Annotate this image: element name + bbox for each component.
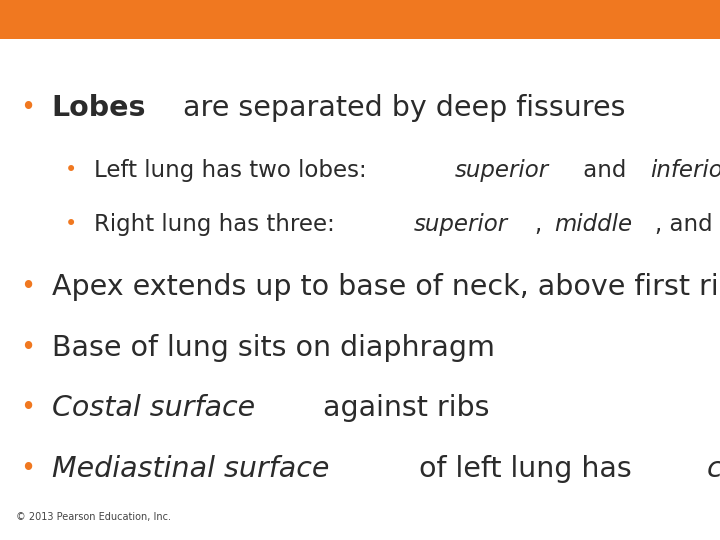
Text: © 2013 Pearson Education, Inc.: © 2013 Pearson Education, Inc. bbox=[16, 512, 171, 522]
Text: cardiac notch: cardiac notch bbox=[708, 455, 720, 483]
Text: •: • bbox=[64, 214, 77, 234]
Text: , and: , and bbox=[654, 213, 719, 235]
Text: •: • bbox=[64, 160, 77, 180]
Text: and: and bbox=[576, 159, 634, 181]
Text: inferior: inferior bbox=[651, 159, 720, 181]
Text: against ribs: against ribs bbox=[314, 394, 490, 422]
Text: Lobes: Lobes bbox=[52, 94, 146, 122]
Text: Base of lung sits on diaphragm: Base of lung sits on diaphragm bbox=[52, 334, 495, 362]
Text: •: • bbox=[19, 95, 35, 121]
Text: Mediastinal surface: Mediastinal surface bbox=[52, 455, 329, 483]
Text: The Lungs (15-3): The Lungs (15-3) bbox=[16, 11, 240, 37]
Text: •: • bbox=[19, 395, 35, 421]
Text: of left lung has: of left lung has bbox=[410, 455, 641, 483]
Text: •: • bbox=[19, 274, 35, 300]
Text: middle: middle bbox=[554, 213, 632, 235]
Text: •: • bbox=[19, 456, 35, 482]
Text: are separated by deep fissures: are separated by deep fissures bbox=[174, 94, 625, 122]
Text: Costal surface: Costal surface bbox=[52, 394, 255, 422]
Text: Right lung has three:: Right lung has three: bbox=[94, 213, 341, 235]
Text: Left lung has two lobes:: Left lung has two lobes: bbox=[94, 159, 374, 181]
Text: •: • bbox=[19, 335, 35, 361]
Text: ,: , bbox=[535, 213, 549, 235]
Text: superior: superior bbox=[413, 213, 508, 235]
Text: Apex extends up to base of neck, above first rib: Apex extends up to base of neck, above f… bbox=[52, 273, 720, 301]
Text: superior: superior bbox=[455, 159, 549, 181]
